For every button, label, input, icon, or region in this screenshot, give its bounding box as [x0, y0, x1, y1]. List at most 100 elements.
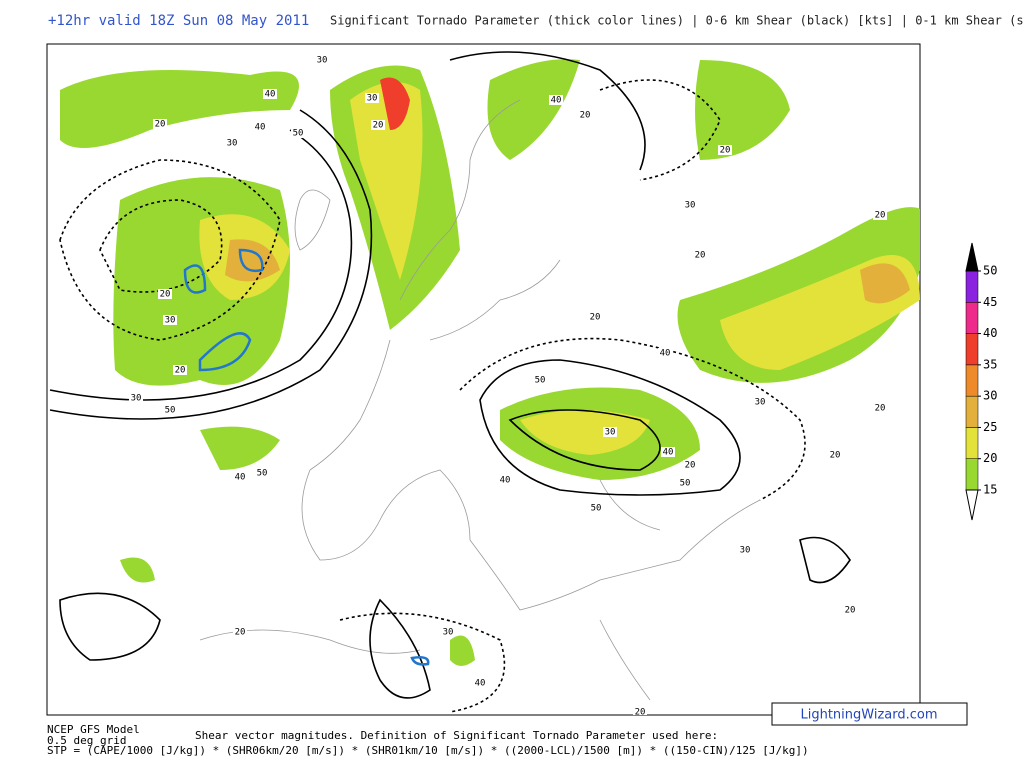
contour-label: 30: [317, 56, 328, 66]
contour-label-bg: [661, 447, 675, 457]
contour-label-bg: [693, 250, 707, 260]
contour-label: 40: [255, 123, 266, 133]
contour-label-bg: [233, 472, 247, 482]
contour-label-bg: [163, 405, 177, 415]
colorbar-label: 15: [983, 483, 997, 497]
contour-label-bg: [718, 145, 732, 155]
contour-label: 30: [740, 546, 751, 556]
contour-label-bg: [533, 375, 547, 385]
contour-label: 40: [663, 448, 674, 458]
contour-label-bg: [873, 403, 887, 413]
contour-label-bg: [578, 110, 592, 120]
colorbar-label: 35: [983, 357, 997, 371]
contour-label: 50: [293, 129, 304, 139]
contour-label-bg: [153, 119, 167, 129]
definition-note: Shear vector magnitudes. Definition of S…: [195, 729, 718, 742]
colorbar-label: 30: [983, 389, 997, 403]
contour-label: 30: [755, 398, 766, 408]
colorbar-under: [965, 489, 979, 521]
valid-time: +12hr valid 18Z Sun 08 May 2011: [48, 13, 309, 29]
contour-label-bg: [255, 468, 269, 478]
contour-label: 30: [227, 139, 238, 149]
contour-label-bg: [371, 120, 385, 130]
contour-label-bg: [163, 315, 177, 325]
contour-label-bg: [603, 427, 617, 437]
model-name: NCEP GFS Model: [47, 723, 140, 736]
colorbar-segment: [965, 302, 979, 334]
contour-label-bg: [365, 93, 379, 103]
contour-label-bg: [158, 289, 172, 299]
colorbar-segment: [965, 395, 979, 428]
contour-label: 40: [235, 473, 246, 483]
stp-contours: [183, 248, 430, 666]
contour-label-bg: [828, 450, 842, 460]
shear-shading: [60, 59, 920, 666]
contour-label-bg: [498, 475, 512, 485]
contour-label-bg: [738, 545, 752, 555]
colorbar-label: 25: [983, 420, 997, 434]
contour-label-bg: [473, 678, 487, 688]
colorbar-label: 40: [983, 326, 997, 340]
contour-label: 20: [845, 606, 856, 616]
contour-label: 20: [720, 146, 731, 156]
grid-note: 0.5 deg grid: [47, 734, 126, 747]
contour-label: 20: [635, 708, 646, 718]
contour-label-bg: [633, 707, 647, 715]
colorbar-segment: [965, 333, 979, 366]
watermark: LightningWizard.com: [800, 708, 937, 723]
contour-label-bg: [683, 200, 697, 210]
map: 30 40 20 30 20 40 30 50 20 30 20 30 50 40 50 40 20 20 30 20…: [49, 51, 920, 718]
contour-label: 40: [265, 90, 276, 100]
contour-label: 30: [367, 94, 378, 104]
contour-label: 40: [475, 679, 486, 689]
contour-label-bg: [225, 138, 239, 148]
contour-label-bg: [129, 393, 143, 403]
coastlines: [199, 99, 761, 701]
colorbar-segment: [965, 427, 979, 459]
contour-label-bg: [843, 605, 857, 615]
contour-label-bg: [683, 460, 697, 470]
contour-label: 20: [160, 290, 171, 300]
contour-label: 50: [165, 406, 176, 416]
contour-label-bg: [549, 95, 563, 105]
contour-label: 20: [590, 313, 601, 323]
contour-label-bg: [291, 128, 305, 138]
stp-formula: STP = (CAPE/1000 [J/kg]) * (SHR06km/20 […: [47, 744, 809, 757]
contour-label-bg: [589, 503, 603, 513]
contour-label-bg: [753, 397, 767, 407]
contour-label: 20: [580, 111, 591, 121]
contour-label: 20: [235, 628, 246, 638]
colorbar-over: [965, 242, 979, 272]
contour-label: 20: [830, 451, 841, 461]
contour-label-bg: [315, 55, 329, 65]
contour-label: 30: [685, 201, 696, 211]
contour-label-bg: [441, 627, 455, 637]
colorbar: 15 20 25 30 35 40 45 50: [965, 242, 997, 521]
contour-label-bg: [263, 89, 277, 99]
contour-label: 20: [875, 211, 886, 221]
colorbar-label: 20: [983, 451, 997, 465]
contour-label: 30: [605, 428, 616, 438]
colorbar-segment: [965, 270, 979, 303]
colorbar-segment: [965, 458, 979, 491]
contour-label: 40: [551, 96, 562, 106]
contour-label-bg: [233, 627, 247, 637]
contour-label: 20: [875, 404, 886, 414]
colorbar-label: 50: [983, 264, 997, 278]
shear-contours: [49, 51, 851, 713]
contour-label: 30: [443, 628, 454, 638]
contour-label-bg: [678, 478, 692, 488]
map-title: Significant Tornado Parameter (thick col…: [330, 14, 1024, 28]
contour-label: 50: [535, 376, 546, 386]
contour-label-bg: [658, 348, 672, 358]
contour-label: 30: [131, 394, 142, 404]
contour-label-bg: [588, 312, 602, 322]
contour-label: 30: [165, 316, 176, 326]
contour-label: 20: [685, 461, 696, 471]
contour-label: 50: [591, 504, 602, 514]
contour-label: 20: [695, 251, 706, 261]
contour-label: 50: [257, 469, 268, 479]
contour-label: 40: [660, 349, 671, 359]
contour-label: 20: [373, 121, 384, 131]
